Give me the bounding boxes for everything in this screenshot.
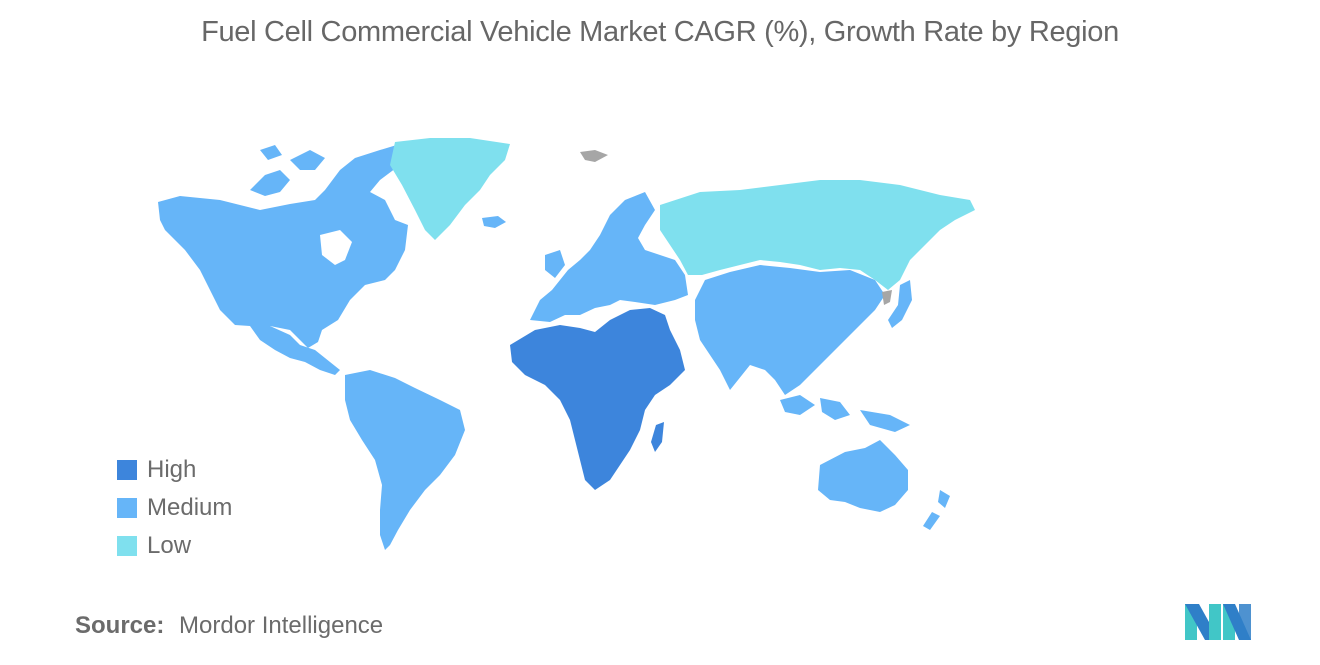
legend-item-low: Low bbox=[117, 527, 232, 565]
region-russia bbox=[660, 180, 975, 290]
region-north-america bbox=[158, 144, 420, 348]
legend: High Medium Low bbox=[117, 451, 232, 565]
source-label: Source: bbox=[75, 612, 165, 639]
region-no-data-korea bbox=[882, 290, 892, 305]
region-canada-islands bbox=[250, 145, 325, 196]
region-greenland bbox=[390, 138, 510, 240]
region-south-america bbox=[345, 370, 465, 550]
legend-item-high: High bbox=[117, 451, 232, 489]
source-value: Mordor Intelligence bbox=[179, 612, 384, 639]
region-asia-pacific bbox=[695, 265, 885, 395]
legend-item-medium: Medium bbox=[117, 489, 232, 527]
region-europe bbox=[530, 192, 688, 322]
legend-swatch-low bbox=[117, 536, 137, 556]
legend-label-low: Low bbox=[147, 532, 192, 559]
region-central-america bbox=[250, 326, 340, 375]
region-middle-east-africa bbox=[510, 308, 685, 490]
legend-label-medium: Medium bbox=[147, 494, 233, 521]
chart-title: Fuel Cell Commercial Vehicle Market CAGR… bbox=[201, 16, 1119, 48]
world-map bbox=[158, 138, 975, 550]
mordor-intelligence-logo-icon bbox=[1185, 604, 1251, 640]
legend-swatch-high bbox=[117, 460, 137, 480]
legend-label-high: High bbox=[147, 456, 197, 483]
source-line: Source: Mordor Intelligence bbox=[75, 612, 383, 640]
region-australia bbox=[818, 440, 908, 512]
legend-swatch-medium bbox=[117, 498, 137, 518]
